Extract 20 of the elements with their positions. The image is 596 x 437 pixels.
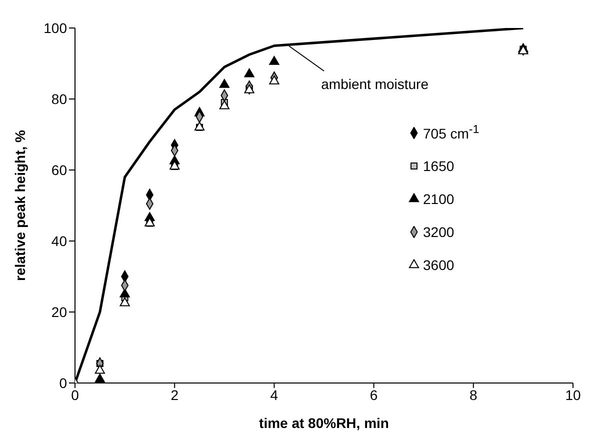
legend-label: 3600 [423, 256, 454, 272]
x-tick-label: 8 [470, 386, 478, 403]
legend-label: 1650 [423, 158, 454, 174]
legend-label: 705 cm$^{-1}$ [423, 123, 480, 142]
y-tick-label: 20 [51, 304, 68, 320]
y-tick-label: 0 [59, 374, 68, 391]
x-tick-label: 2 [170, 386, 179, 403]
y-tick-label: 40 [51, 232, 68, 249]
y-tick-label: 80 [51, 90, 68, 107]
y-tick-label: 60 [51, 162, 68, 178]
annotation: ambient moisture [321, 76, 429, 92]
legend-label: 2100 [423, 190, 454, 206]
y-tick-label: 100 [44, 20, 68, 36]
y-axis-title: relative peak height, % [12, 129, 28, 281]
x-tick-label: 6 [370, 386, 378, 403]
x-tick-label: 4 [270, 386, 278, 403]
x-tick-label: 10 [565, 386, 581, 403]
x-axis-title: time at 80%RH, min [259, 415, 389, 431]
x-tick-label: 0 [71, 386, 80, 403]
legend-label: 3200 [423, 224, 454, 240]
